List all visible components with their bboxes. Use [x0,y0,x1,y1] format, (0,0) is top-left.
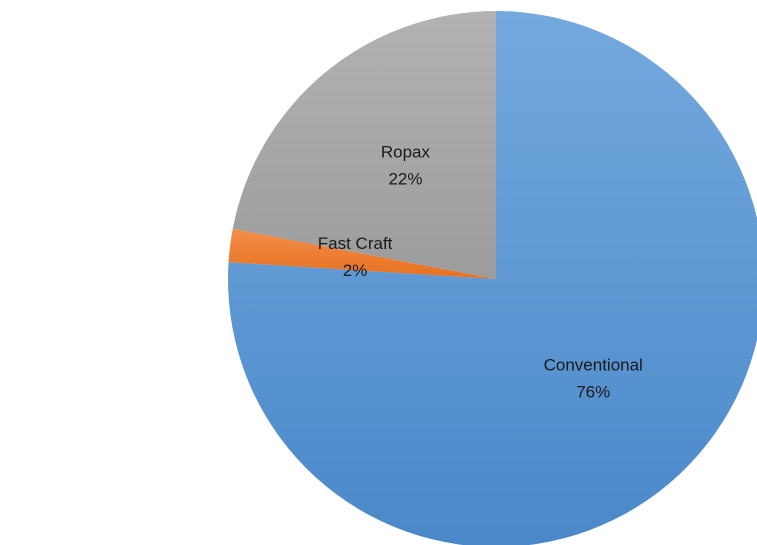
pie-slice-ropax [232,11,496,279]
slice-label-conventional: Conventional [544,356,643,375]
slice-percent-fast-craft: 2% [343,261,368,280]
slice-label-ropax: Ropax [381,143,431,162]
pie-slice-fast-craft [228,228,496,279]
pie-slice-conventional [228,11,757,545]
slice-label-fast-craft: Fast Craft [318,234,393,253]
slice-percent-conventional: 76% [576,383,610,402]
slice-percent-ropax: 22% [388,170,422,189]
